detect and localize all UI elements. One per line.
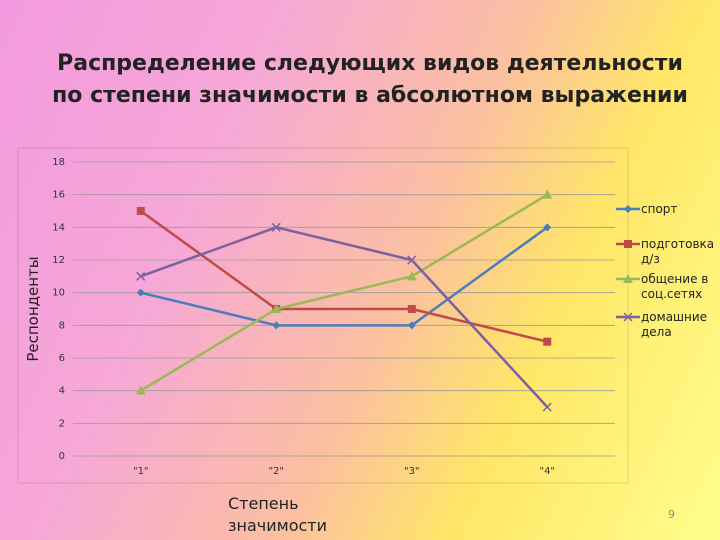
y-tick-label: 14	[52, 222, 65, 233]
legend-marker	[624, 240, 632, 248]
legend-label: подготовка д/з	[641, 237, 715, 266]
y-axis-label: Респонденты	[24, 256, 42, 362]
legend-marker	[623, 274, 633, 283]
legend-marker	[623, 312, 633, 322]
data-point	[543, 337, 552, 346]
data-point	[271, 222, 281, 232]
data-point	[135, 385, 146, 395]
data-point	[542, 402, 552, 412]
x-axis-label: Степень значимости	[228, 494, 327, 535]
data-point	[543, 223, 552, 232]
y-tick-label: 18	[52, 157, 65, 168]
x-tick-label: "3"	[404, 466, 420, 477]
x-tick-label: "2"	[268, 466, 284, 477]
data-point	[407, 255, 417, 265]
data-point	[406, 271, 417, 281]
x-tick-label: "1"	[133, 466, 149, 477]
y-tick-label: 2	[59, 418, 65, 429]
data-point	[136, 288, 145, 297]
y-tick-label: 8	[59, 320, 65, 331]
legend-label: домашние дела	[641, 310, 708, 339]
series-line	[140, 209, 548, 343]
y-tick-label: 16	[52, 190, 65, 201]
y-tick-label: 10	[52, 288, 65, 299]
chart-title: Распределение следующих видов деятельнос…	[52, 51, 688, 108]
data-point	[136, 207, 145, 215]
series-line	[140, 226, 548, 327]
legend-label: спорт	[641, 202, 678, 216]
data-point	[542, 189, 553, 199]
data-point	[271, 304, 282, 313]
y-tick-label: 6	[59, 353, 65, 364]
series-line	[140, 193, 548, 392]
y-tick-label: 4	[59, 386, 65, 397]
y-tick-label: 12	[52, 255, 65, 266]
x-tick-label: "4"	[539, 466, 555, 477]
page-number: 9	[668, 508, 675, 521]
data-point	[136, 271, 146, 281]
chart-frame	[17, 147, 629, 484]
data-point	[407, 305, 416, 313]
y-tick-label: 0	[59, 451, 65, 462]
data-point	[272, 321, 281, 330]
legend-marker	[624, 205, 632, 213]
series-line	[140, 226, 549, 408]
legend-label: общение в соц.сетях	[641, 272, 709, 301]
data-point	[407, 321, 416, 330]
